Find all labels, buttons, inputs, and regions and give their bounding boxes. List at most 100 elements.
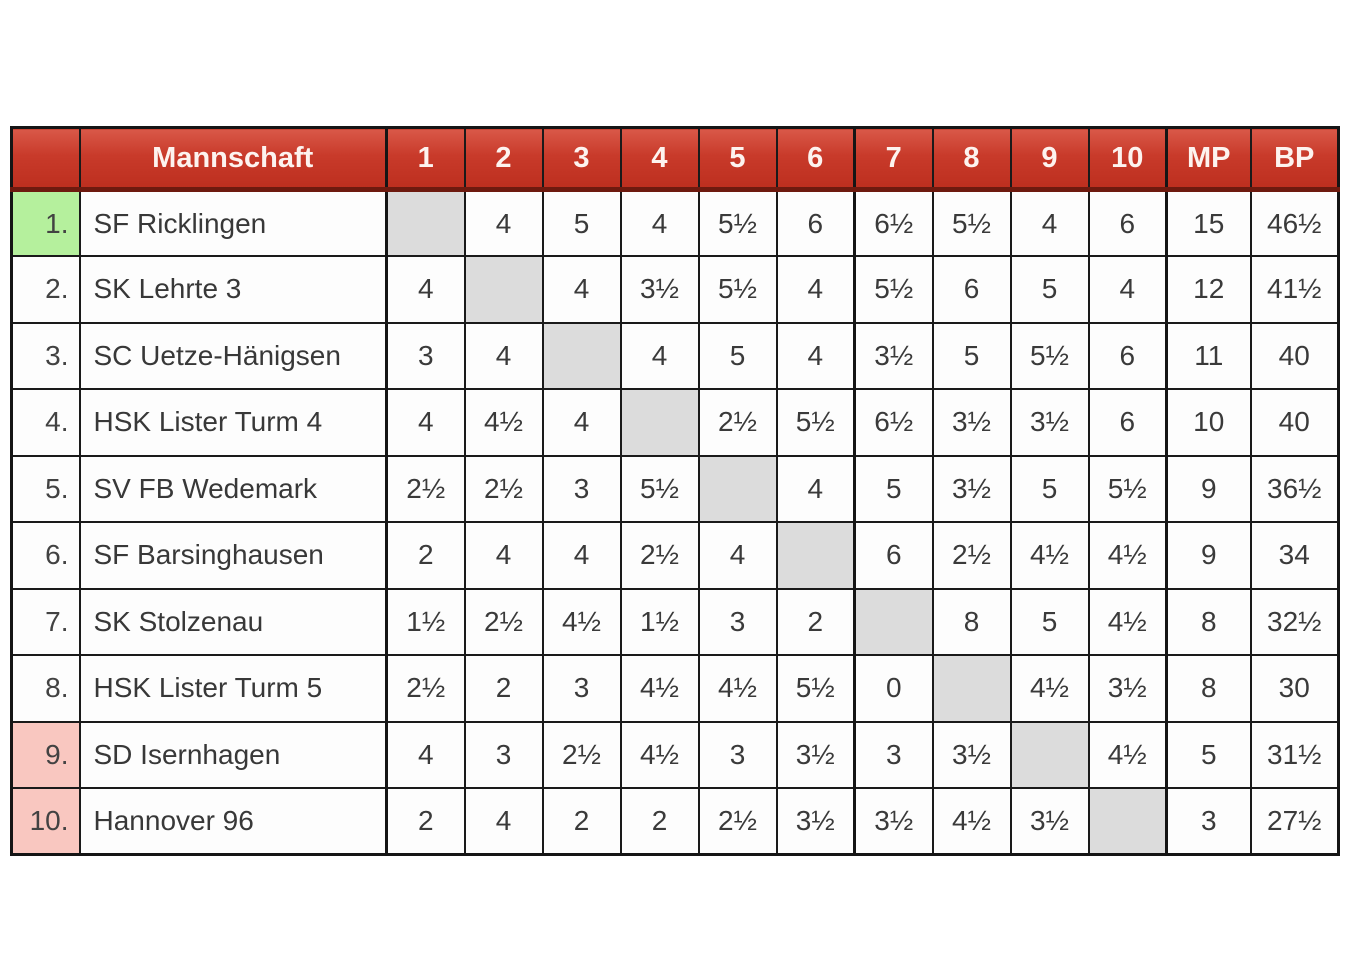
- result-cell: [931, 654, 1012, 723]
- result-cell: 6: [853, 521, 934, 590]
- header-opponent-1: 1: [385, 126, 466, 192]
- rank-cell: 9.: [10, 720, 81, 789]
- result-cell: 2½: [697, 388, 778, 457]
- result-cell: 4: [385, 388, 466, 457]
- result-cell: 5: [1009, 255, 1090, 324]
- board-points-cell: 36½: [1249, 454, 1340, 523]
- result-cell: 2½: [619, 521, 700, 590]
- result-cell: [1009, 720, 1090, 789]
- result-cell: [853, 587, 934, 656]
- match-points-cell: 12: [1165, 255, 1252, 324]
- result-cell: 2: [385, 521, 466, 590]
- table-row: 6. SF Barsinghausen 2 4 4 2½ 4 6 2½ 4½ 4…: [10, 521, 1340, 590]
- board-points-cell: 31½: [1249, 720, 1340, 789]
- result-cell: 4: [463, 521, 544, 590]
- result-cell: [463, 255, 544, 324]
- rank-cell: 2.: [10, 255, 81, 324]
- team-name-cell: SK Stolzenau: [78, 587, 388, 656]
- result-cell: 6½: [853, 388, 934, 457]
- header-opponent-4: 4: [619, 126, 700, 192]
- result-cell: 4: [775, 255, 856, 324]
- result-cell: 3: [541, 654, 622, 723]
- result-cell: 5: [931, 321, 1012, 390]
- result-cell: 6½: [853, 188, 934, 257]
- team-name-cell: HSK Lister Turm 4: [78, 388, 388, 457]
- result-cell: 4: [1009, 188, 1090, 257]
- result-cell: 3½: [619, 255, 700, 324]
- result-cell: [619, 388, 700, 457]
- result-cell: 3½: [775, 720, 856, 789]
- result-cell: [1087, 787, 1168, 856]
- result-cell: 5: [853, 454, 934, 523]
- result-cell: 2½: [385, 454, 466, 523]
- rank-cell: 1.: [10, 188, 81, 257]
- result-cell: 5½: [775, 388, 856, 457]
- result-cell: 4½: [1087, 521, 1168, 590]
- team-name-cell: SD Isernhagen: [78, 720, 388, 789]
- result-cell: 4½: [1087, 587, 1168, 656]
- result-cell: 2: [775, 587, 856, 656]
- result-cell: 6: [1087, 188, 1168, 257]
- result-cell: 3: [853, 720, 934, 789]
- result-cell: 4: [463, 188, 544, 257]
- match-points-cell: 11: [1165, 321, 1252, 390]
- board-points-cell: 32½: [1249, 587, 1340, 656]
- result-cell: 4: [619, 188, 700, 257]
- table-row: 4. HSK Lister Turm 4 4 4½ 4 2½ 5½ 6½ 3½ …: [10, 388, 1340, 457]
- result-cell: [775, 521, 856, 590]
- header-match-points: MP: [1165, 126, 1252, 192]
- team-name-cell: Hannover 96: [78, 787, 388, 856]
- table-row: 9. SD Isernhagen 4 3 2½ 4½ 3 3½ 3 3½ 4½ …: [10, 720, 1340, 789]
- team-name-cell: SV FB Wedemark: [78, 454, 388, 523]
- result-cell: 3½: [1009, 787, 1090, 856]
- result-cell: 4: [385, 720, 466, 789]
- table-row: 2. SK Lehrte 3 4 4 3½ 5½ 4 5½ 6 5 4 12 4…: [10, 255, 1340, 324]
- rank-cell: 3.: [10, 321, 81, 390]
- result-cell: 1½: [619, 587, 700, 656]
- rank-cell: 4.: [10, 388, 81, 457]
- result-cell: 4: [619, 321, 700, 390]
- board-points-cell: 30: [1249, 654, 1340, 723]
- rank-cell: 8.: [10, 654, 81, 723]
- result-cell: 5: [1009, 454, 1090, 523]
- result-cell: 3: [697, 720, 778, 789]
- result-cell: 4½: [619, 654, 700, 723]
- header-opponent-7: 7: [853, 126, 934, 192]
- result-cell: 4: [385, 255, 466, 324]
- result-cell: 3½: [1009, 388, 1090, 457]
- table-row: 5. SV FB Wedemark 2½ 2½ 3 5½ 4 5 3½ 5 5½…: [10, 454, 1340, 523]
- result-cell: 5½: [1009, 321, 1090, 390]
- result-cell: 4: [463, 787, 544, 856]
- match-points-cell: 8: [1165, 654, 1252, 723]
- result-cell: [541, 321, 622, 390]
- match-points-cell: 9: [1165, 521, 1252, 590]
- board-points-cell: 46½: [1249, 188, 1340, 257]
- result-cell: 4½: [697, 654, 778, 723]
- result-cell: 4: [775, 454, 856, 523]
- team-name-cell: SF Barsinghausen: [78, 521, 388, 590]
- header-opponent-10: 10: [1087, 126, 1168, 192]
- result-cell: 2: [385, 787, 466, 856]
- result-cell: 4: [541, 255, 622, 324]
- team-name-cell: HSK Lister Turm 5: [78, 654, 388, 723]
- result-cell: 4½: [1087, 720, 1168, 789]
- result-cell: 2½: [697, 787, 778, 856]
- header-board-points: BP: [1249, 126, 1340, 192]
- result-cell: 4: [463, 321, 544, 390]
- result-cell: 5½: [697, 255, 778, 324]
- header-opponent-8: 8: [931, 126, 1012, 192]
- result-cell: 6: [931, 255, 1012, 324]
- result-cell: [697, 454, 778, 523]
- result-cell: 3½: [853, 321, 934, 390]
- result-cell: 5: [697, 321, 778, 390]
- table-row: 10. Hannover 96 2 4 2 2 2½ 3½ 3½ 4½ 3½ 3…: [10, 787, 1340, 856]
- result-cell: 3: [463, 720, 544, 789]
- rank-cell: 10.: [10, 787, 81, 856]
- result-cell: 2: [463, 654, 544, 723]
- match-points-cell: 8: [1165, 587, 1252, 656]
- result-cell: 6: [1087, 321, 1168, 390]
- result-cell: 2½: [385, 654, 466, 723]
- result-cell: 4: [775, 321, 856, 390]
- result-cell: 3½: [931, 388, 1012, 457]
- rank-cell: 7.: [10, 587, 81, 656]
